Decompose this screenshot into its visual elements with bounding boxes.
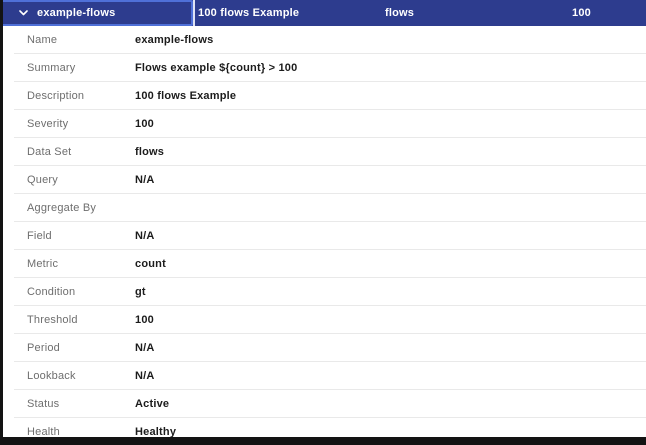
- detail-row: Summary Flows example ${count} > 100: [0, 54, 646, 82]
- detail-row: Metric count: [0, 250, 646, 278]
- detail-row: Name example-flows: [0, 26, 646, 54]
- detail-value: N/A: [135, 370, 155, 382]
- alert-dataset-cell[interactable]: flows: [385, 7, 415, 19]
- detail-label: Aggregate By: [27, 202, 97, 214]
- detail-row: Period N/A: [0, 334, 646, 362]
- detail-value: Healthy: [135, 426, 177, 438]
- detail-label: Field: [27, 230, 52, 242]
- detail-row: Description 100 flows Example: [0, 82, 646, 110]
- detail-label: Health: [27, 426, 60, 438]
- left-edge-bar: [0, 0, 3, 445]
- detail-label: Lookback: [27, 370, 76, 382]
- chevron-down-icon[interactable]: [18, 8, 28, 18]
- detail-value: Flows example ${count} > 100: [135, 62, 298, 74]
- alert-name-text: example-flows: [37, 7, 116, 19]
- detail-value: 100 flows Example: [135, 90, 237, 102]
- detail-label: Summary: [27, 62, 76, 74]
- detail-label: Description: [27, 90, 85, 102]
- alert-name-cell[interactable]: example-flows: [0, 0, 193, 26]
- detail-value: N/A: [135, 230, 155, 242]
- alert-detail-list: Name example-flows Summary Flows example…: [0, 26, 646, 445]
- detail-row: Threshold 100: [0, 306, 646, 334]
- detail-label: Metric: [27, 258, 59, 270]
- detail-label: Threshold: [27, 314, 78, 326]
- header-column-divider: [193, 0, 195, 26]
- detail-row: Status Active: [0, 390, 646, 418]
- detail-value: N/A: [135, 174, 155, 186]
- detail-label: Query: [27, 174, 58, 186]
- detail-value: gt: [135, 286, 146, 298]
- detail-value: N/A: [135, 342, 155, 354]
- detail-label: Period: [27, 342, 60, 354]
- detail-label: Severity: [27, 118, 69, 130]
- detail-row: Severity 100: [0, 110, 646, 138]
- detail-value: count: [135, 258, 166, 270]
- detail-value: 100: [135, 314, 154, 326]
- detail-row: Field N/A: [0, 222, 646, 250]
- alert-summary-cell[interactable]: 100 flows Example: [198, 7, 300, 19]
- detail-row: Condition gt: [0, 278, 646, 306]
- detail-label: Name: [27, 34, 58, 46]
- detail-value: flows: [135, 146, 165, 158]
- alert-table-row[interactable]: example-flows 100 flows Example flows 10…: [0, 0, 646, 26]
- detail-row: Aggregate By: [0, 194, 646, 222]
- detail-row: Lookback N/A: [0, 362, 646, 390]
- detail-label: Status: [27, 398, 60, 410]
- detail-value: example-flows: [135, 34, 214, 46]
- detail-value: 100: [135, 118, 154, 130]
- detail-label: Condition: [27, 286, 76, 298]
- detail-row: Data Set flows: [0, 138, 646, 166]
- detail-row: Query N/A: [0, 166, 646, 194]
- detail-value: Active: [135, 398, 170, 410]
- detail-label: Data Set: [27, 146, 72, 158]
- alert-severity-cell[interactable]: 100: [572, 7, 591, 19]
- bottom-edge-bar: [0, 437, 646, 445]
